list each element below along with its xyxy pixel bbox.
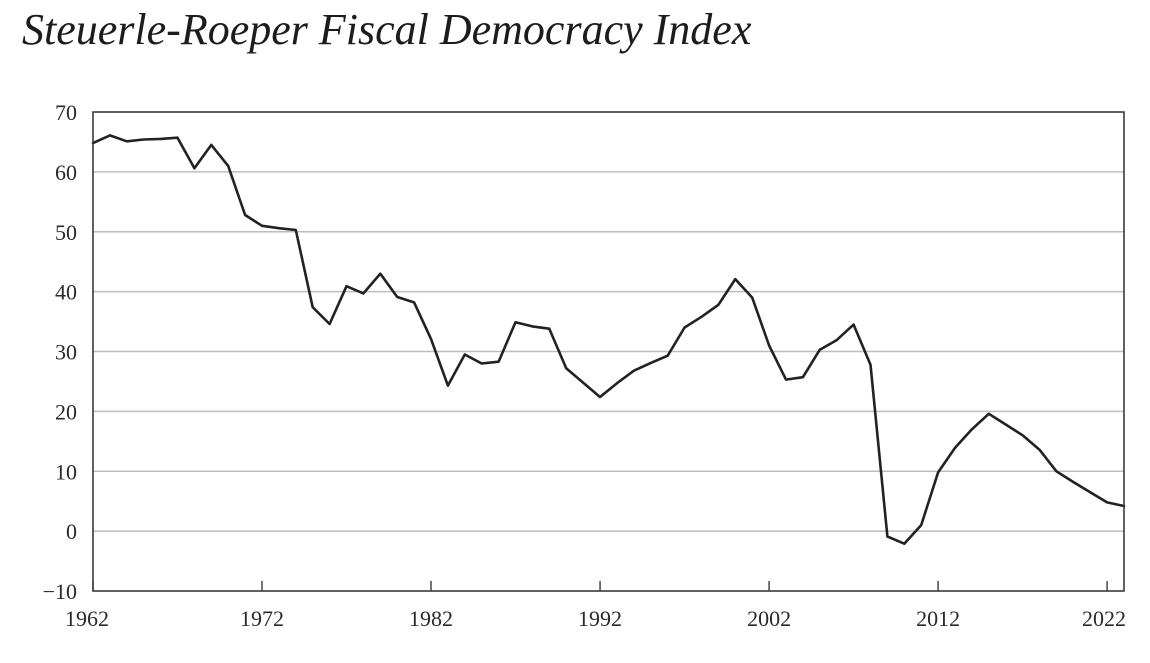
y-axis-ticks: −10 0 10 20 30 40 50 60 70: [43, 100, 77, 604]
y-tick-label: 20: [55, 399, 77, 424]
x-tick-label: 1982: [409, 606, 453, 631]
y-tick-label: 70: [55, 100, 77, 125]
y-tick-label: 50: [55, 220, 77, 245]
chart-title: Steuerle-Roeper Fiscal Democracy Index: [22, 5, 752, 54]
plot-frame: [92, 111, 1125, 592]
series-line: [91, 134, 1126, 545]
x-tick-label: 2002: [747, 606, 791, 631]
y-tick-label: 10: [55, 459, 77, 484]
y-tick-label: −10: [43, 579, 77, 604]
x-tick-label: 2022: [1082, 606, 1126, 631]
x-tick-label: 1962: [65, 606, 109, 631]
y-tick-label: 30: [55, 340, 77, 365]
x-tick-label: 2012: [916, 606, 960, 631]
y-tick-label: 0: [66, 519, 77, 544]
gridlines: [93, 171, 1124, 532]
y-tick-label: 60: [55, 160, 77, 185]
x-tick-label: 1992: [578, 606, 622, 631]
y-tick-label: 40: [55, 280, 77, 305]
x-axis-ticks: 1962 1972 1982 1992 2002 2012 2022: [65, 581, 1126, 631]
x-tick-label: 1972: [240, 606, 284, 631]
